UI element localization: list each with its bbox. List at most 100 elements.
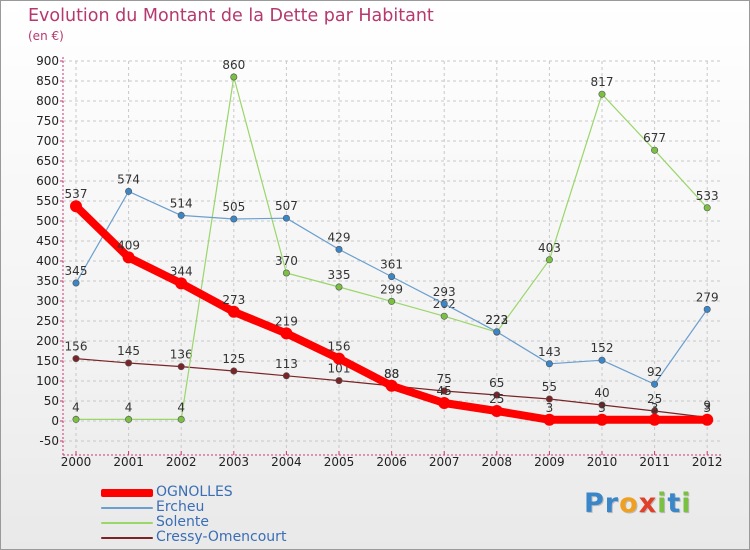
data-point [335,377,343,385]
data-point [282,269,290,277]
data-label: 505 [222,200,245,214]
data-point [651,146,659,154]
chart-title: Evolution du Montant de la Dette par Hab… [28,6,434,26]
data-label: 3 [546,401,554,415]
data-label: 335 [328,268,351,282]
data-point [72,355,80,363]
data-point [440,300,448,308]
data-point [701,413,714,426]
y-tick-label: 500 [36,214,59,228]
data-label: 219 [275,314,298,328]
logo-letter: i [681,488,692,519]
data-point [703,204,711,212]
data-point [545,395,553,403]
data-point [493,391,501,399]
legend-label: Solente [156,514,209,530]
data-point [280,327,293,340]
data-label: 3 [703,401,711,415]
data-label: 125 [222,352,245,366]
data-point [125,359,133,367]
data-label: 574 [117,172,140,186]
logo-letter: x [638,488,658,519]
legend-swatch [101,489,153,497]
data-label: 4 [72,400,80,414]
data-point [230,215,238,223]
y-tick-label: 300 [36,294,59,308]
data-label: 293 [433,285,456,299]
x-tick-label: 2003 [219,455,250,469]
data-label: 143 [538,345,561,359]
y-tick-label: 350 [36,274,59,288]
logo-letter: P [584,488,605,519]
y-tick-label: 700 [36,134,59,148]
data-label: 45 [437,384,452,398]
y-tick-label: 150 [36,354,59,368]
data-label: 507 [275,199,298,213]
legend-label: Ercheu [156,499,205,515]
y-tick-label: 50 [44,394,59,408]
data-label: 65 [489,376,504,390]
x-tick-label: 2012 [692,455,723,469]
data-label: 223 [485,313,508,327]
data-point [703,305,711,313]
x-tick-label: 2002 [166,455,197,469]
logo-letter: o [619,488,639,519]
y-tick-label: 250 [36,314,59,328]
data-point [388,297,396,305]
logo-letter: r [604,488,620,519]
data-label: 677 [643,131,666,145]
data-label: 533 [696,189,719,203]
data-label: 152 [591,341,614,355]
data-label: 9 [703,398,711,412]
x-tick-label: 2006 [376,455,407,469]
data-point [651,380,659,388]
data-label: 344 [170,264,193,278]
y-tick-label: -50 [39,434,59,448]
data-label: 222 [485,313,508,327]
data-label: 860 [222,58,245,72]
y-tick-label: 450 [36,234,59,248]
data-point [598,356,606,364]
data-label: 4 [177,400,185,414]
y-tick-label: 900 [36,54,59,68]
y-tick-label: 0 [51,414,59,428]
data-point [335,283,343,291]
data-point [333,352,345,365]
data-label: 113 [275,357,298,371]
y-tick-label: 400 [36,254,59,268]
x-tick-label: 2010 [587,455,618,469]
legend-swatch [101,537,153,539]
y-tick-label: 100 [36,374,59,388]
data-point [335,245,343,253]
data-point [388,273,396,281]
data-label: 361 [380,258,403,272]
data-label: 136 [170,348,193,362]
data-label: 537 [65,187,88,201]
data-point [438,397,451,409]
data-point [648,413,661,426]
legend-item: Solente [101,515,401,530]
data-label: 409 [117,238,140,252]
y-tick-label: 750 [36,114,59,128]
x-tick-label: 2009 [534,455,565,469]
chart-unit-label: (en €) [28,29,64,43]
legend-label: Cressy-Omencourt [156,529,287,545]
data-label: 4 [125,400,133,414]
data-label: 273 [222,293,245,307]
data-label: 514 [170,196,193,210]
data-point [493,328,501,336]
data-label: 25 [647,392,662,406]
data-label: 145 [117,344,140,358]
data-point [282,214,290,222]
data-point [440,312,448,320]
y-tick-label: 650 [36,154,59,168]
data-point [385,379,398,392]
data-point [125,187,133,195]
y-tick-label: 550 [36,194,59,208]
x-tick-label: 2007 [429,455,460,469]
data-point [177,211,185,219]
data-label: 3 [651,401,659,415]
data-label: 279 [696,290,719,304]
legend-swatch [101,507,153,509]
